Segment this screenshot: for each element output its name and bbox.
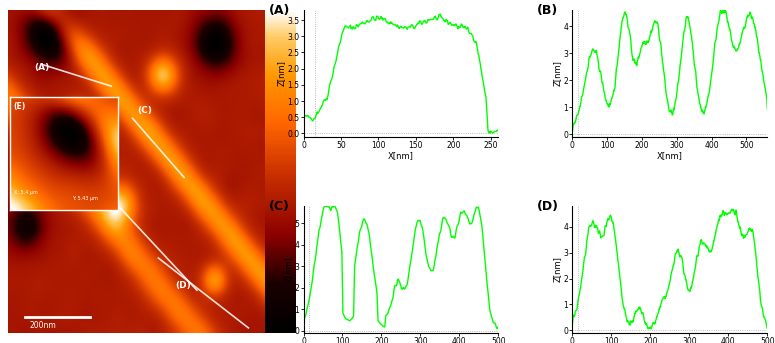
Text: 200nm: 200nm [29, 321, 57, 330]
X-axis label: X[nm]: X[nm] [657, 151, 683, 160]
Text: (A): (A) [34, 63, 49, 72]
Y-axis label: Z[nm]: Z[nm] [277, 61, 286, 86]
Text: (B): (B) [537, 4, 559, 17]
Y-axis label: Z[nm]: Z[nm] [284, 257, 293, 282]
Text: (B): (B) [102, 185, 118, 193]
Text: (D): (D) [537, 200, 560, 213]
X-axis label: X[nm]: X[nm] [388, 151, 414, 160]
Text: (C): (C) [268, 200, 289, 213]
Y-axis label: Z[nm]: Z[nm] [553, 61, 562, 86]
Text: (A): (A) [268, 4, 290, 17]
Y-axis label: Z[nm]: Z[nm] [553, 257, 562, 282]
Text: (C): (C) [137, 106, 152, 115]
Text: (D): (D) [175, 281, 191, 290]
